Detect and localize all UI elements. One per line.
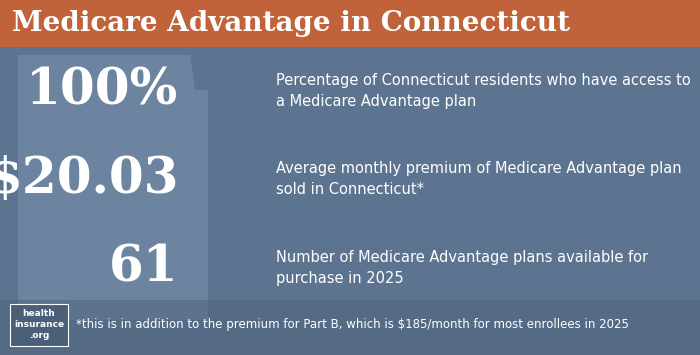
Text: $20.03: $20.03 [0, 155, 178, 204]
Text: Medicare Advantage in Connecticut: Medicare Advantage in Connecticut [12, 10, 570, 37]
Text: *this is in addition to the premium for Part B, which is $185/month for most enr: *this is in addition to the premium for … [76, 318, 629, 331]
Text: Average monthly premium of Medicare Advantage plan
sold in Connecticut*: Average monthly premium of Medicare Adva… [276, 161, 682, 197]
Text: health
insurance
.org: health insurance .org [14, 309, 64, 340]
Text: 61: 61 [109, 244, 178, 293]
Text: Number of Medicare Advantage plans available for
purchase in 2025: Number of Medicare Advantage plans avail… [276, 250, 649, 286]
Text: Percentage of Connecticut residents who have access to
a Medicare Advantage plan: Percentage of Connecticut residents who … [276, 72, 692, 109]
FancyBboxPatch shape [10, 304, 68, 345]
Polygon shape [18, 55, 208, 320]
Bar [0, 0, 700, 47]
Text: 100%: 100% [27, 66, 178, 115]
Bar [0, 300, 700, 355]
